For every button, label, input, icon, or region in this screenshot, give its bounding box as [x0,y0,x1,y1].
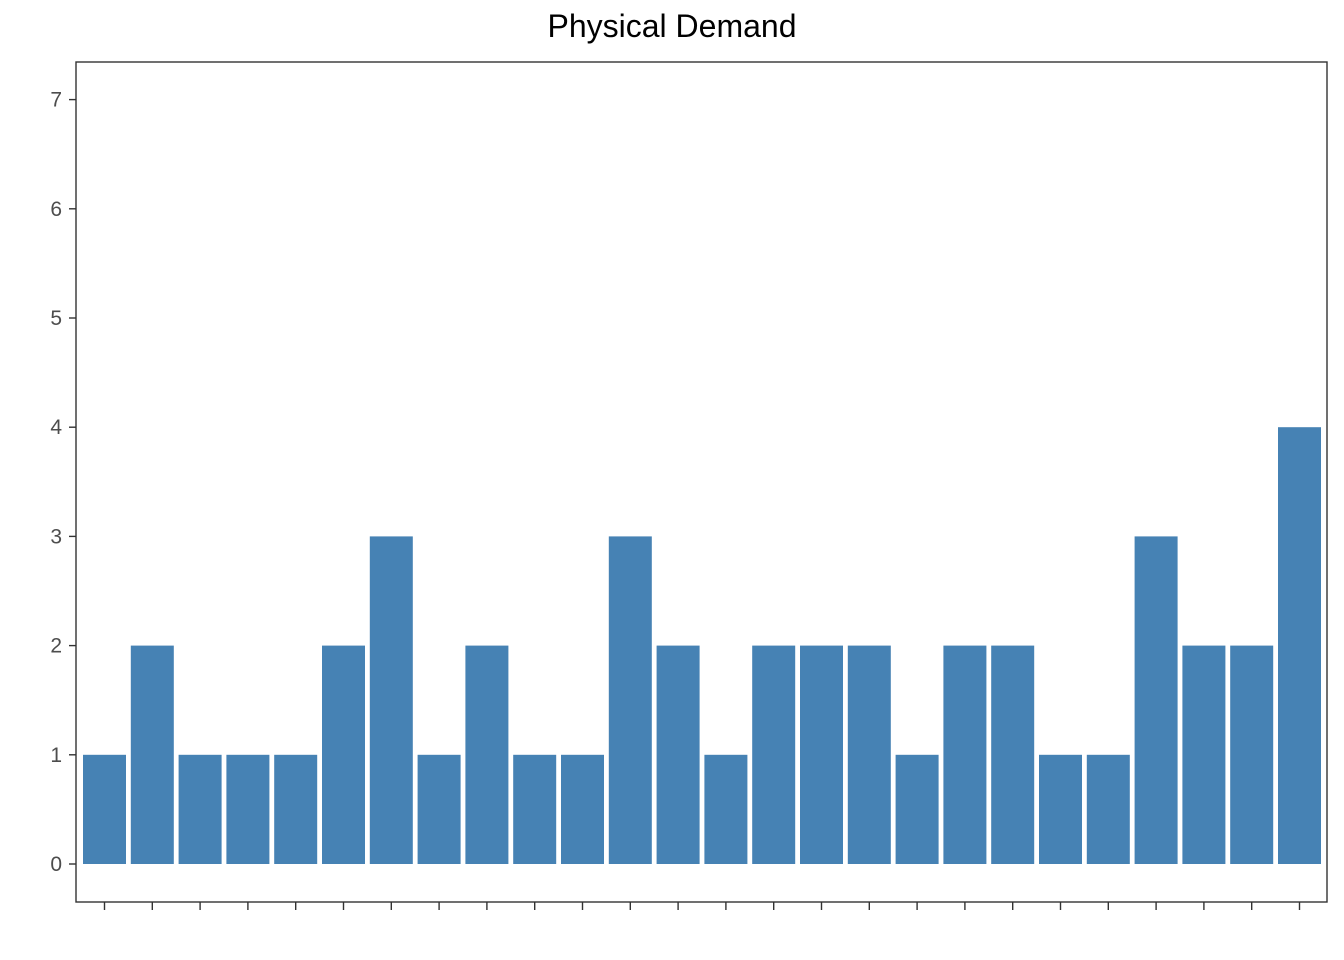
bar [130,645,174,864]
bar [1086,754,1130,864]
y-tick-label: 6 [50,198,62,221]
bar [417,754,461,864]
y-tick-label: 7 [50,89,62,112]
bar [513,754,557,864]
y-tick-label: 4 [50,416,62,439]
bar [800,645,843,864]
bar [847,645,891,864]
bar [226,754,270,864]
y-tick-label: 5 [50,307,62,330]
bar [943,645,987,864]
bar [1278,427,1321,864]
panel-border [75,61,1328,903]
y-tick-label: 0 [50,853,62,876]
bar [83,754,126,864]
bar [1230,645,1274,864]
bar [322,645,365,864]
bar [656,645,700,864]
bar [274,754,318,864]
bar [465,645,509,864]
y-tick-label: 1 [50,744,62,767]
bar [895,754,939,864]
bar [1134,536,1178,864]
y-axis: 0 1 2 3 4 5 6 7 [50,89,76,876]
bar [1039,754,1082,864]
x-axis [103,902,1301,910]
bar [752,645,796,864]
bar [369,536,413,864]
y-tick-label: 3 [50,525,62,548]
bar [1182,645,1226,864]
bar [704,754,748,864]
bar [561,754,604,864]
bar [178,754,222,864]
bar [991,645,1035,864]
chart-title: Physical Demand [547,8,797,44]
bars-group [83,427,1321,864]
y-tick-label: 2 [50,635,62,658]
bar [608,536,652,864]
